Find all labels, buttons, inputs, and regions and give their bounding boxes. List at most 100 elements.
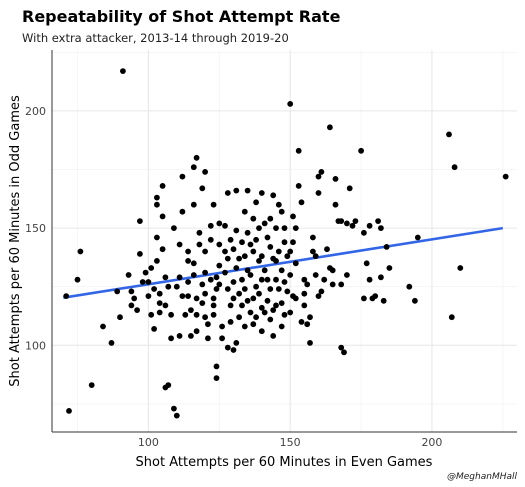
data-point [250, 295, 257, 302]
data-point [74, 276, 81, 283]
data-point [278, 208, 285, 215]
data-point [241, 286, 248, 292]
data-point [137, 251, 143, 257]
data-point [168, 311, 175, 318]
data-point [241, 323, 248, 330]
data-point [213, 375, 220, 381]
data-point [338, 344, 345, 351]
data-point [332, 176, 339, 182]
data-point [406, 283, 413, 290]
data-point [216, 281, 223, 288]
data-point [361, 295, 367, 302]
data-point [185, 248, 192, 255]
data-point [202, 248, 209, 255]
data-point [210, 201, 217, 208]
data-point [267, 316, 274, 323]
data-point [310, 234, 316, 241]
data-point [154, 258, 160, 264]
data-point [270, 333, 277, 339]
data-point [213, 363, 220, 370]
data-point [202, 169, 209, 175]
data-point [100, 323, 106, 330]
data-point [278, 267, 285, 274]
data-point [227, 236, 234, 243]
data-point [88, 382, 95, 388]
data-point [304, 321, 311, 328]
data-point [241, 253, 248, 260]
data-point [233, 187, 240, 194]
data-point [287, 101, 294, 107]
data-point [162, 302, 169, 309]
data-point [239, 276, 245, 283]
data-point [66, 408, 72, 414]
data-point [244, 229, 251, 236]
data-point [193, 154, 200, 161]
data-point [264, 297, 271, 304]
data-point [258, 328, 265, 335]
data-point [156, 300, 163, 306]
data-point [199, 281, 206, 288]
data-point [148, 265, 155, 271]
data-point [224, 344, 231, 351]
data-point [239, 302, 245, 309]
data-point [236, 314, 243, 321]
data-point [256, 290, 262, 297]
data-point [273, 302, 279, 309]
data-point [264, 234, 271, 241]
data-point [176, 333, 183, 339]
data-point [298, 319, 305, 325]
data-point [318, 169, 325, 175]
data-point [375, 218, 381, 225]
data-point [287, 309, 294, 316]
data-point [230, 279, 237, 285]
data-point [244, 297, 251, 304]
data-point [190, 260, 197, 267]
data-point [341, 349, 347, 356]
data-point [250, 248, 257, 255]
data-point [327, 124, 333, 131]
data-point [139, 279, 146, 285]
data-point [224, 255, 231, 262]
data-point [247, 241, 254, 248]
data-point [281, 239, 288, 246]
chart-title: Repeatability of Shot Attempt Rate [22, 7, 341, 26]
data-point [275, 286, 282, 292]
data-point [258, 190, 265, 196]
data-point [213, 274, 220, 281]
data-point [378, 225, 384, 232]
data-point [179, 208, 186, 215]
data-point [284, 288, 291, 295]
data-point [315, 293, 322, 299]
data-point [190, 164, 197, 171]
data-point [378, 274, 384, 281]
data-point [290, 213, 296, 220]
chart-subtitle: With extra attacker, 2013-14 through 201… [22, 31, 289, 45]
data-point [230, 246, 237, 253]
data-point [171, 405, 177, 412]
data-point [125, 272, 132, 278]
data-point [233, 227, 240, 234]
data-point [247, 309, 254, 316]
data-point [267, 244, 274, 250]
data-point [173, 412, 180, 419]
data-point [278, 323, 285, 330]
data-point [358, 147, 364, 154]
data-point [295, 183, 302, 189]
data-point [227, 319, 234, 325]
data-point [383, 244, 390, 250]
data-point [199, 300, 206, 306]
data-point [275, 201, 282, 208]
data-point [366, 222, 373, 229]
data-point [239, 239, 245, 246]
data-point [151, 286, 158, 292]
data-point [196, 229, 203, 236]
data-point [281, 279, 288, 285]
data-point [236, 290, 243, 297]
data-point [199, 185, 206, 192]
data-point [131, 295, 138, 302]
data-point [292, 295, 299, 302]
data-point [145, 293, 152, 299]
data-point [315, 190, 322, 196]
data-point [273, 225, 279, 232]
